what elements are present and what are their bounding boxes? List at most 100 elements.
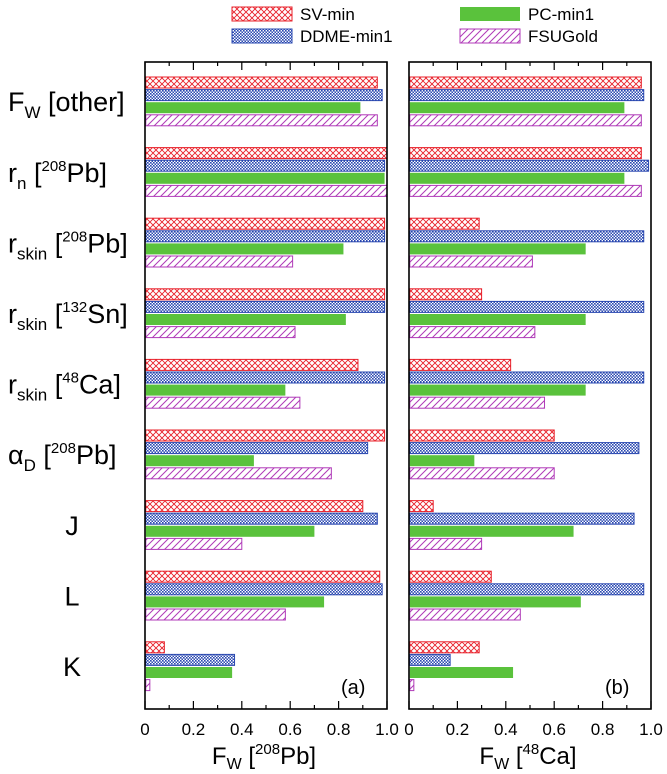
bar-a-ddme-min1-5 — [145, 371, 386, 384]
category-label-base: L — [64, 581, 79, 611]
category-label-rest: Ca] — [79, 370, 121, 400]
bar-b-pc-min1-5 — [409, 384, 586, 396]
bar-b-ddme-min1-3 — [409, 230, 645, 243]
bar-b-fsugold-1 — [409, 114, 642, 127]
category-label-sub: skin — [17, 386, 47, 405]
x-axis-title-b-sub: W — [494, 756, 510, 773]
bar-b-sv-min-9 — [409, 641, 480, 654]
bar-a-pc-min1-2 — [145, 172, 385, 184]
bar-a-pc-min1-5 — [145, 384, 286, 396]
bar-a-ddme-min1-8 — [145, 583, 383, 596]
x-tick-label-b: 0.6 — [542, 720, 566, 739]
legend-label-fsugold: FSUGold — [528, 27, 598, 46]
bar-a-ddme-min1-1 — [145, 89, 383, 102]
bar-a-pc-min1-6 — [145, 455, 254, 467]
x-axis-title-a-sub: W — [227, 756, 243, 773]
bar-a-sv-min-2 — [145, 147, 388, 160]
bar-b-ddme-min1-2 — [409, 159, 650, 172]
x-axis-title-a-sup: 208 — [255, 741, 280, 758]
category-label-sub: skin — [17, 315, 47, 334]
legend-label-sv-min: SV-min — [300, 5, 355, 24]
x-tick-label-a: 0.8 — [327, 720, 351, 739]
bar-b-ddme-min1-5 — [409, 371, 645, 384]
x-tick-label-b: 1.0 — [639, 720, 663, 739]
bar-b-pc-min1-9 — [409, 667, 514, 678]
bar-a-fsugold-9 — [145, 679, 151, 692]
x-tick-label-a: 0 — [140, 720, 149, 739]
bar-a-sv-min-8 — [145, 570, 381, 583]
x-axis-ticks-a: 0 0.2 0.4 0.6 0.8 1.0 — [140, 62, 399, 739]
legend-swatch-pc-min1 — [460, 7, 520, 21]
bar-a-fsugold-1 — [145, 114, 378, 127]
bar-a-sv-min-7 — [145, 500, 364, 513]
bar-b-ddme-min1-6 — [409, 442, 640, 455]
bar-b-pc-min1-3 — [409, 243, 586, 255]
category-label-sup: 48 — [62, 370, 79, 387]
category-label-base: r — [8, 158, 17, 188]
category-label-base: r — [8, 299, 17, 329]
bars-panel-a — [145, 76, 388, 692]
x-axis-title-b-sup: 48 — [523, 741, 540, 758]
panel-label-a: (a) — [341, 677, 365, 699]
legend-label-pc-min1: PC-min1 — [528, 5, 594, 24]
bar-b-pc-min1-4 — [409, 314, 586, 325]
bar-a-sv-min-3 — [145, 217, 386, 230]
category-label-rest: Pb] — [67, 158, 108, 188]
category-label-base: K — [63, 652, 81, 682]
bar-b-fsugold-6 — [409, 467, 555, 480]
category-label-9: K — [63, 652, 81, 682]
bar-a-fsugold-3 — [145, 255, 294, 268]
bar-b-sv-min-2 — [409, 147, 642, 160]
bar-a-ddme-min1-2 — [145, 159, 386, 172]
panel-b: 0 0.2 0.4 0.6 0.8 1.0 (b) FW [48Ca] — [404, 61, 663, 773]
legend: SV-min PC-min1 DDME-min1 FSUGold — [231, 5, 598, 46]
x-axis-title-a: FW [208Pb] — [212, 741, 316, 773]
category-label-base: r — [8, 370, 17, 400]
x-tick-label-b: 0.8 — [591, 720, 615, 739]
category-label-sup: 132 — [62, 299, 87, 316]
category-label-bracket: [ — [47, 370, 63, 400]
bar-a-ddme-min1-4 — [145, 300, 386, 313]
bar-b-sv-min-1 — [409, 76, 642, 89]
bar-a-ddme-min1-7 — [145, 512, 378, 525]
panel-label-b: (b) — [605, 677, 629, 699]
legend-label-ddme-min1: DDME-min1 — [300, 27, 393, 46]
bar-a-pc-min1-1 — [145, 102, 361, 114]
panel-a: 0 0.2 0.4 0.6 0.8 1.0 (a) FW [208Pb] — [140, 61, 399, 773]
category-label-sup: 208 — [51, 440, 76, 457]
category-label-rest: [other] — [41, 87, 125, 117]
x-tick-label-b: 0.2 — [446, 720, 470, 739]
bar-b-ddme-min1-4 — [409, 300, 645, 313]
bar-b-ddme-min1-9 — [409, 653, 451, 666]
bar-b-sv-min-5 — [409, 358, 512, 371]
category-label-rest: Pb] — [76, 440, 117, 470]
bar-b-fsugold-2 — [409, 184, 642, 197]
category-label-sub: skin — [17, 244, 47, 263]
bar-b-ddme-min1-8 — [409, 583, 645, 596]
bar-b-fsugold-5 — [409, 396, 546, 409]
bar-b-pc-min1-1 — [409, 102, 625, 114]
bar-a-pc-min1-3 — [145, 243, 344, 255]
bar-a-sv-min-4 — [145, 288, 386, 301]
x-tick-label-a: 1.0 — [375, 720, 399, 739]
category-label-bracket: [ — [26, 158, 42, 188]
category-label-base: r — [8, 228, 17, 258]
bar-b-fsugold-7 — [409, 537, 483, 550]
x-axis-title-b: FW [48Ca] — [479, 741, 576, 773]
x-tick-label-a: 0.4 — [230, 720, 254, 739]
category-label-5: rskin [48Ca] — [8, 370, 121, 405]
bar-a-pc-min1-9 — [145, 667, 233, 678]
x-tick-label-a: 0.6 — [278, 720, 302, 739]
bar-a-pc-min1-4 — [145, 314, 346, 325]
legend-swatch-fsugold — [459, 28, 521, 44]
category-label-sub: D — [24, 456, 36, 475]
bar-a-ddme-min1-6 — [145, 442, 369, 455]
bar-b-ddme-min1-1 — [409, 89, 645, 102]
category-label-sup: 208 — [41, 158, 66, 175]
category-label-sub: W — [25, 103, 41, 122]
x-axis-title-b-rest: Ca] — [539, 743, 576, 770]
x-axis-title-a-main: F — [212, 743, 227, 770]
category-label-6: αD [208Pb] — [8, 440, 116, 475]
category-label-2: rn [208Pb] — [8, 158, 107, 193]
